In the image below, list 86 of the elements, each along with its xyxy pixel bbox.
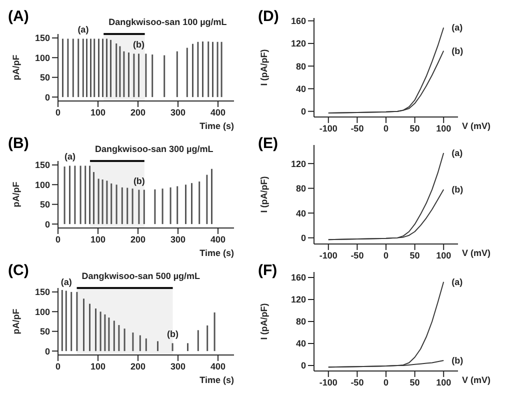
chart-title: (D): [258, 8, 279, 25]
series-label: (a): [452, 22, 463, 33]
y-tick-label: 0: [44, 92, 50, 102]
x-tick-label: 0: [383, 250, 389, 260]
x-tick-label: -50: [350, 123, 364, 134]
annotation: (a): [64, 152, 76, 162]
x-axis-title: V (mV): [462, 121, 491, 132]
y-tick-label: 80: [296, 61, 306, 72]
chart-title: (A): [8, 8, 29, 25]
series-label: (a): [452, 148, 463, 158]
x-tick-label: -50: [350, 250, 364, 260]
x-tick-label: 100: [436, 377, 452, 388]
x-tick-label: 300: [170, 361, 186, 372]
y-tick-label: 50: [40, 72, 50, 83]
band-label: Dangkwisoo-san 500 µg/mL: [82, 271, 201, 281]
x-axis-title: V (mV): [462, 248, 491, 258]
y-axis-title: pA/pF: [11, 181, 22, 208]
x-tick-label: -100: [319, 250, 338, 260]
y-tick-label: 40: [296, 84, 306, 94]
x-tick-label: 400: [210, 107, 226, 118]
x-tick-label: -50: [350, 377, 364, 388]
x-tick-label: 200: [130, 361, 146, 372]
x-tick-label: 400: [210, 361, 226, 372]
x-tick-label: 0: [55, 107, 61, 118]
y-axis-title: pA/pF: [11, 54, 22, 80]
x-tick-label: -100: [319, 377, 338, 388]
y-axis-title: I (pA/pF): [259, 303, 270, 340]
annotation: (b): [133, 40, 145, 50]
x-axis-title: Time (s): [200, 248, 234, 258]
y-tick-label: 80: [296, 184, 306, 194]
y-tick-label: 0: [44, 346, 50, 356]
y-tick-label: 100: [34, 306, 50, 317]
y-tick-label: 120: [290, 38, 306, 49]
y-tick-label: 150: [34, 33, 50, 44]
y-tick-label: 100: [34, 52, 50, 63]
x-tick-label: 200: [130, 107, 146, 118]
x-tick-label: 100: [90, 361, 106, 372]
y-tick-label: 160: [290, 272, 306, 283]
y-tick-label: 150: [34, 287, 50, 298]
x-tick-label: 200: [130, 234, 146, 244]
y-tick-label: 100: [34, 180, 50, 190]
annotation: (a): [78, 24, 89, 35]
band-label: Dangkwisoo-san 300 µg/mL: [95, 144, 214, 154]
series-label: (a): [452, 276, 463, 287]
series-label: (b): [452, 356, 464, 366]
x-axis-title: Time (s): [200, 375, 234, 385]
x-tick-label: 0: [383, 377, 389, 388]
y-axis-title: pA/pF: [11, 308, 22, 334]
series-label: (b): [452, 46, 464, 56]
annotation: (a): [60, 276, 72, 287]
x-tick-label: 300: [170, 107, 186, 118]
y-tick-label: 50: [40, 326, 50, 337]
y-tick-label: 40: [296, 338, 306, 349]
y-tick-label: 0: [44, 219, 50, 230]
x-tick-label: 50: [410, 250, 420, 260]
y-tick-label: 160: [290, 16, 306, 26]
y-tick-label: 150: [34, 160, 50, 170]
x-tick-label: -100: [319, 123, 338, 134]
band-label: Dangkwisoo-san 100 µg/mL: [108, 17, 228, 27]
x-tick-label: 400: [210, 234, 226, 244]
y-axis-title: I (pA/pF): [259, 176, 270, 213]
x-tick-label: 100: [436, 250, 452, 260]
x-axis-title: V (mV): [462, 375, 491, 386]
x-tick-label: 50: [410, 123, 420, 134]
x-tick-label: 0: [383, 123, 389, 134]
y-tick-label: 120: [290, 158, 306, 169]
annotation: (b): [133, 176, 145, 186]
series-label: (b): [452, 184, 464, 195]
chart-title: (B): [8, 135, 29, 152]
y-tick-label: 40: [296, 208, 306, 218]
x-axis-title: Time (s): [200, 121, 234, 131]
chart-title: (E): [258, 135, 278, 152]
chart-title: (F): [258, 262, 278, 279]
chart-title: (C): [8, 262, 29, 279]
y-tick-label: 50: [40, 200, 50, 210]
x-tick-label: 0: [55, 234, 61, 244]
x-tick-label: 100: [436, 123, 452, 134]
x-tick-label: 100: [90, 107, 106, 118]
annotation: (b): [167, 329, 179, 340]
x-tick-label: 0: [55, 361, 61, 372]
x-tick-label: 50: [410, 377, 420, 388]
y-tick-label: 80: [296, 316, 306, 327]
y-tick-label: 120: [290, 294, 306, 305]
y-axis-title: I (pA/pF): [259, 49, 270, 86]
x-tick-label: 300: [170, 234, 186, 244]
x-tick-label: 100: [90, 234, 106, 244]
